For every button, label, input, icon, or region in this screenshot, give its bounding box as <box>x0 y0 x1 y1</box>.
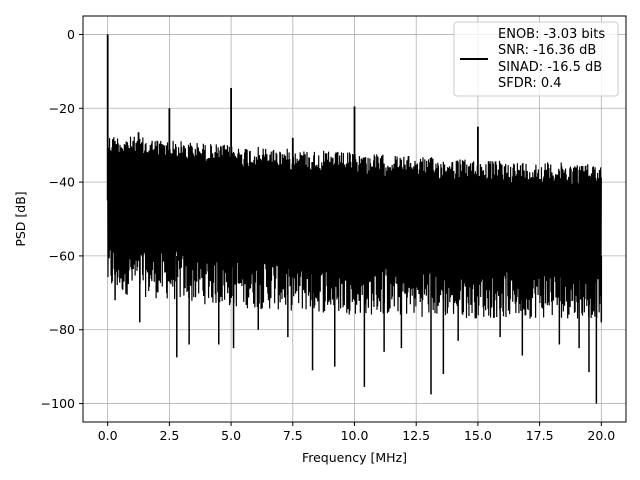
y-tick-label: −20 <box>49 101 75 116</box>
y-tick-label: −40 <box>49 175 75 190</box>
legend-line-sfdr: SFDR: 0.4 <box>498 76 562 91</box>
x-tick-label: 20.0 <box>587 428 615 443</box>
x-tick-label: 15.0 <box>464 428 492 443</box>
x-tick-label: 0.0 <box>98 428 118 443</box>
legend-box <box>453 21 619 97</box>
x-tick-label: 17.5 <box>526 428 554 443</box>
y-tick-label: −60 <box>49 248 75 263</box>
legend-line-sinad: SINAD: -16.5 dB <box>498 60 602 75</box>
x-tick-label: 10.0 <box>341 428 369 443</box>
y-axis-label: PSD [dB] <box>13 191 28 246</box>
y-tick-label: −100 <box>41 396 75 411</box>
x-tick-label: 7.5 <box>283 428 303 443</box>
x-tick-label: 2.5 <box>159 428 179 443</box>
legend: ENOB: -3.03 bits SNR: -16.36 dB SINAD: -… <box>453 21 619 97</box>
y-axis-ticks: 0 −20 −40 −60 −80 −100 <box>41 27 83 411</box>
legend-line-enob: ENOB: -3.03 bits <box>498 27 605 42</box>
legend-line-snr: SNR: -16.36 dB <box>498 43 596 58</box>
x-axis-ticks: 0.0 2.5 5.0 7.5 10.0 12.5 15.0 17.5 20.0 <box>98 422 615 443</box>
y-tick-label: 0 <box>67 27 75 42</box>
plot-area <box>106 34 603 404</box>
x-axis-label: Frequency [MHz] <box>302 450 407 465</box>
y-tick-label: −80 <box>49 322 75 337</box>
x-tick-label: 5.0 <box>221 428 241 443</box>
x-tick-label: 12.5 <box>402 428 430 443</box>
